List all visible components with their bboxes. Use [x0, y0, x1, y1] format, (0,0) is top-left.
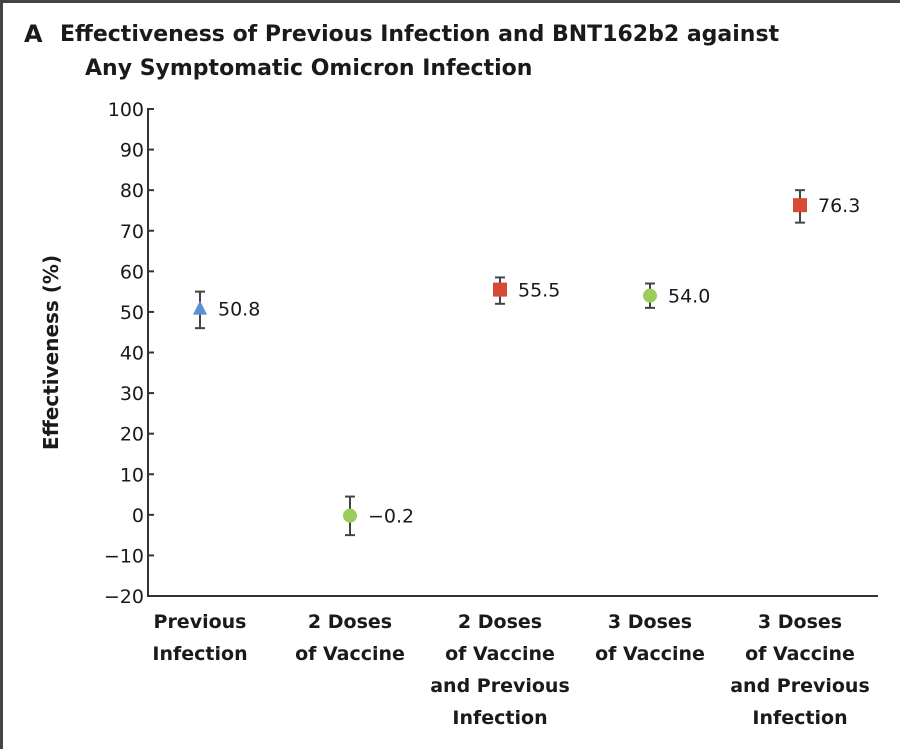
y-tick-label: 90	[120, 140, 144, 162]
y-tick-label: 60	[120, 261, 144, 283]
x-category-label: 2 Doses	[458, 611, 542, 633]
x-category-label: of Vaccine	[445, 643, 555, 665]
chart-title-line-2: Any Symptomatic Omicron Infection	[85, 56, 533, 81]
x-category-label: of Vaccine	[745, 643, 855, 665]
y-tick-label: 70	[120, 221, 144, 243]
x-category-label: and Previous	[430, 675, 570, 697]
y-tick-label: 100	[108, 99, 144, 121]
y-tick-label: 20	[120, 424, 144, 446]
data-point-square	[793, 198, 807, 213]
data-value-label: −0.2	[368, 506, 414, 528]
chart-title-line-1: Effectiveness of Previous Infection and …	[60, 22, 780, 47]
data-value-label: 54.0	[668, 286, 710, 308]
x-category-label: of Vaccine	[595, 643, 705, 665]
data-value-label: 76.3	[818, 195, 860, 217]
data-point-square	[493, 282, 507, 297]
x-category-label: of Vaccine	[295, 643, 405, 665]
data-value-label: 55.5	[518, 280, 560, 302]
y-tick-label: 40	[120, 343, 144, 365]
x-category-label: Infection	[152, 643, 247, 665]
y-tick-label: 10	[120, 464, 144, 486]
y-tick-label: 30	[120, 383, 144, 405]
x-category-label: 3 Doses	[608, 611, 692, 633]
panel-letter: A	[24, 20, 43, 48]
y-tick-label: 50	[120, 302, 144, 324]
y-tick-label: 80	[120, 180, 144, 202]
x-category-label: Previous	[154, 611, 247, 633]
x-category-label: 2 Doses	[308, 611, 392, 633]
data-point-triangle	[193, 300, 207, 315]
y-tick-label: −10	[104, 545, 144, 567]
y-tick-label: −20	[104, 586, 144, 608]
x-category-label: 3 Doses	[758, 611, 842, 633]
y-axis-label: Effectiveness (%)	[39, 255, 63, 450]
x-category-label: Infection	[452, 707, 547, 729]
y-tick-label: 0	[132, 505, 144, 527]
data-value-label: 50.8	[218, 299, 260, 321]
data-point-circle	[643, 288, 657, 303]
x-category-label: Infection	[752, 707, 847, 729]
x-category-label: and Previous	[730, 675, 870, 697]
data-point-circle	[343, 508, 357, 523]
